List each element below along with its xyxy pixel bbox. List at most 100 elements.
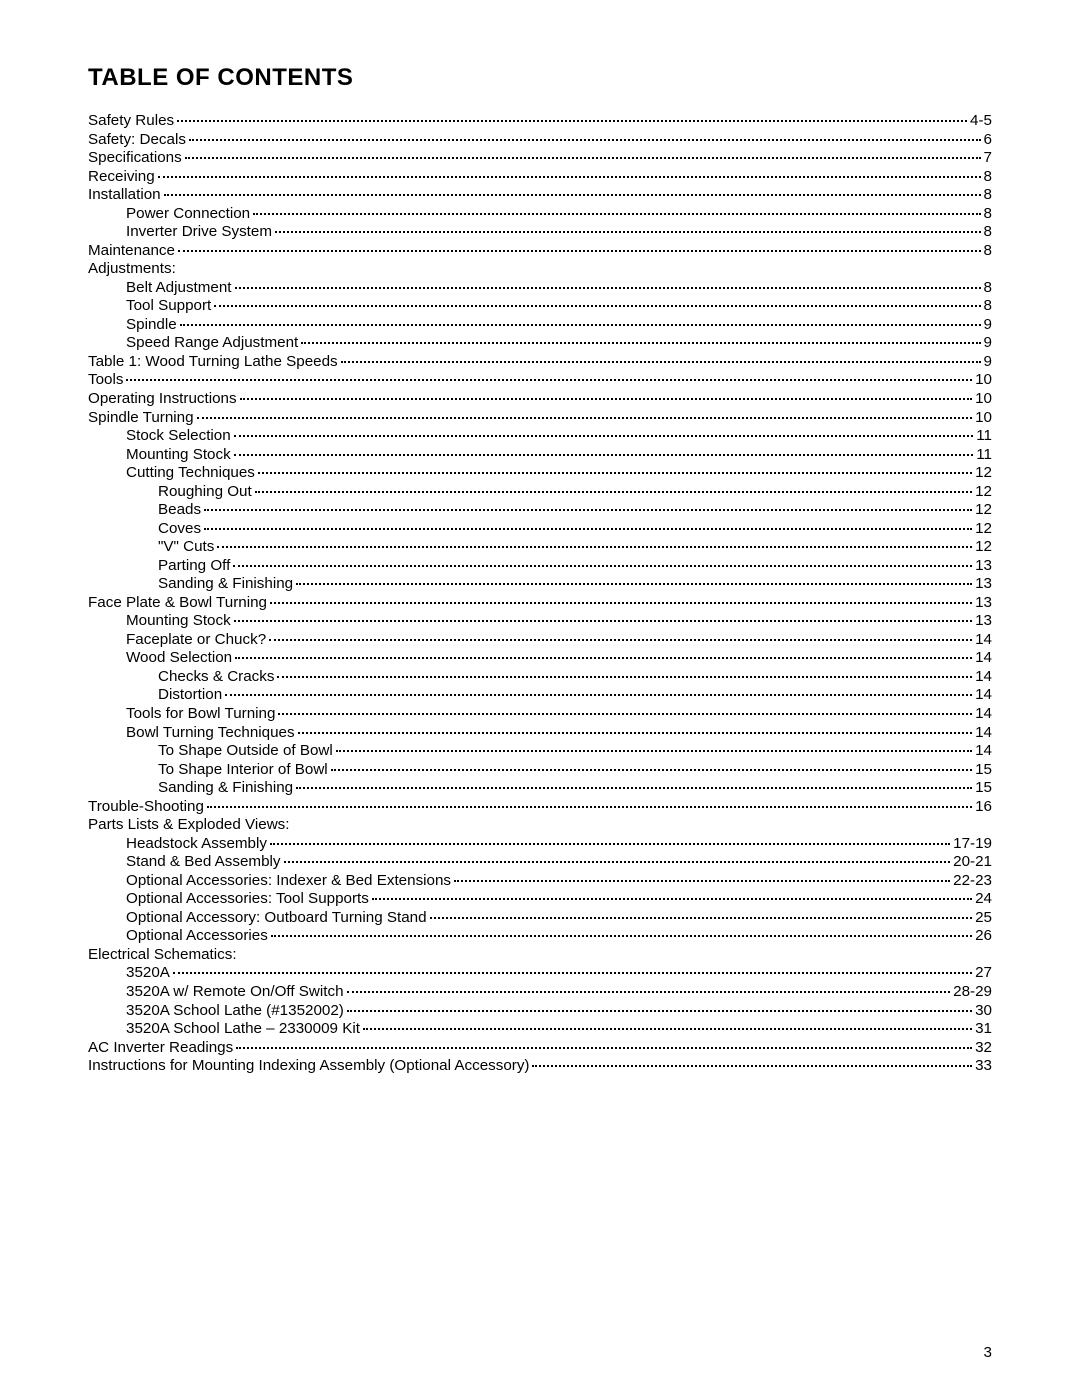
toc-label: Table 1: Wood Turning Lathe Speeds <box>88 353 340 371</box>
toc-leader <box>270 602 972 604</box>
toc-row: Safety: Decals6 <box>88 131 992 149</box>
toc-label: 3520A <box>88 964 172 982</box>
toc-row: Maintenance 8 <box>88 242 992 260</box>
toc-page: 12 <box>973 483 992 501</box>
toc-row: Spindle Turning10 <box>88 409 992 427</box>
toc-row: 3520A School Lathe (#1352002)30 <box>88 1002 992 1020</box>
toc-page: 15 <box>973 779 992 797</box>
toc-page: 8 <box>982 205 992 223</box>
toc-page: 31 <box>973 1020 992 1038</box>
toc-label: 3520A w/ Remote On/Off Switch <box>88 983 346 1001</box>
toc-row: Coves12 <box>88 520 992 538</box>
toc-row: Roughing Out12 <box>88 483 992 501</box>
toc-row: Inverter Drive System8 <box>88 223 992 241</box>
toc-label: Optional Accessory: Outboard Turning Sta… <box>88 909 429 927</box>
toc-row: Electrical Schematics: <box>88 946 992 964</box>
toc-page: 8 <box>982 242 992 260</box>
toc-page: 24 <box>973 890 992 908</box>
toc-label: Coves <box>88 520 203 538</box>
toc-row: Distortion14 <box>88 686 992 704</box>
toc-page: 28-29 <box>951 983 992 1001</box>
toc-leader <box>234 454 974 456</box>
toc-leader <box>189 139 981 141</box>
toc-label: Spindle Turning <box>88 409 196 427</box>
toc-page: 32 <box>973 1039 992 1057</box>
toc-page: 33 <box>973 1057 992 1075</box>
toc-row: Tools for Bowl Turning14 <box>88 705 992 723</box>
toc-leader <box>234 620 972 622</box>
toc-leader <box>532 1065 972 1067</box>
toc-leader <box>235 657 972 659</box>
toc-label: Parting Off <box>88 557 232 575</box>
toc-label: Safety: Decals <box>88 131 188 149</box>
toc-page: 20-21 <box>951 853 992 871</box>
toc-label: Optional Accessories <box>88 927 270 945</box>
toc-row: Mounting Stock 13 <box>88 612 992 630</box>
toc-leader <box>235 287 981 289</box>
toc-row: Installation8 <box>88 186 992 204</box>
toc-label: Bowl Turning Techniques <box>88 724 297 742</box>
toc-leader <box>296 787 972 789</box>
toc-leader <box>454 880 950 882</box>
toc-leader <box>180 324 981 326</box>
toc-label: Sanding & Finishing <box>88 779 295 797</box>
toc-label: Cutting Techniques <box>88 464 257 482</box>
toc-row: Table 1: Wood Turning Lathe Speeds 9 <box>88 353 992 371</box>
toc-row: AC Inverter Readings32 <box>88 1039 992 1057</box>
toc-leader <box>185 157 981 159</box>
toc-row: To Shape Interior of Bowl15 <box>88 761 992 779</box>
toc-label: Face Plate & Bowl Turning <box>88 594 269 612</box>
toc-leader <box>214 305 980 307</box>
toc-row: Face Plate & Bowl Turning 13 <box>88 594 992 612</box>
toc-leader <box>233 565 972 567</box>
toc-page: 13 <box>973 612 992 630</box>
toc-leader <box>207 806 972 808</box>
toc-label: Spindle <box>88 316 179 334</box>
toc-page: 10 <box>973 390 992 408</box>
toc-label: Distortion <box>88 686 224 704</box>
toc-page: 13 <box>973 594 992 612</box>
toc-leader <box>275 231 981 233</box>
toc-row: Instructions for Mounting Indexing Assem… <box>88 1057 992 1075</box>
toc-page: 8 <box>982 279 992 297</box>
toc-leader <box>301 342 980 344</box>
toc-page: 9 <box>982 353 992 371</box>
toc-label: Inverter Drive System <box>88 223 274 241</box>
toc-leader <box>298 732 973 734</box>
toc-row: Power Connection 8 <box>88 205 992 223</box>
toc-leader <box>178 250 981 252</box>
toc-label: Parts Lists & Exploded Views: <box>88 816 291 834</box>
toc-label: Headstock Assembly <box>88 835 269 853</box>
toc-leader <box>341 361 981 363</box>
toc-row: Safety Rules4-5 <box>88 112 992 130</box>
table-of-contents: Safety Rules4-5Safety: Decals6Specificat… <box>88 112 992 1075</box>
toc-row: Stock Selection11 <box>88 427 992 445</box>
toc-row: Parting Off13 <box>88 557 992 575</box>
toc-page: 14 <box>973 668 992 686</box>
toc-row: To Shape Outside of Bowl14 <box>88 742 992 760</box>
toc-row: Checks & Cracks14 <box>88 668 992 686</box>
toc-row: "V" Cuts12 <box>88 538 992 556</box>
toc-leader <box>430 917 973 919</box>
toc-leader <box>347 991 951 993</box>
toc-label: Mounting Stock <box>88 612 233 630</box>
toc-label: Mounting Stock <box>88 446 233 464</box>
toc-label: Adjustments: <box>88 260 178 278</box>
toc-label: Maintenance <box>88 242 177 260</box>
toc-label: Power Connection <box>88 205 252 223</box>
toc-row: Cutting Techniques12 <box>88 464 992 482</box>
toc-row: Specifications7 <box>88 149 992 167</box>
toc-row: Optional Accessories: Indexer & Bed Exte… <box>88 872 992 890</box>
toc-label: Beads <box>88 501 203 519</box>
toc-row: Receiving8 <box>88 168 992 186</box>
toc-row: Mounting Stock11 <box>88 446 992 464</box>
toc-leader <box>173 972 972 974</box>
toc-label: To Shape Interior of Bowl <box>88 761 330 779</box>
toc-label: Trouble-Shooting <box>88 798 206 816</box>
toc-label: Stand & Bed Assembly <box>88 853 283 871</box>
toc-page: 8 <box>982 168 992 186</box>
toc-row: Beads12 <box>88 501 992 519</box>
toc-row: Faceplate or Chuck?14 <box>88 631 992 649</box>
toc-leader <box>363 1028 972 1030</box>
toc-page: 17-19 <box>951 835 992 853</box>
